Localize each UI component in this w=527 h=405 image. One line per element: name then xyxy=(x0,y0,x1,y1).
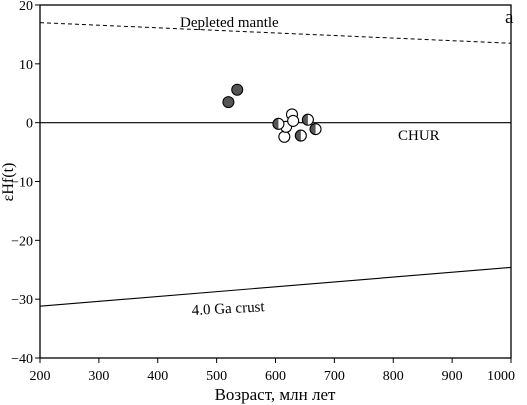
x-tick-label: 500 xyxy=(206,369,227,384)
x-tick-label: 200 xyxy=(30,369,51,384)
panel-label: a xyxy=(505,7,514,28)
x-tick-label: 600 xyxy=(265,369,286,384)
data-point-half-filled xyxy=(309,123,322,136)
y-tick-label: −20 xyxy=(11,234,33,249)
reference-lines: Depleted mantle CHUR 4.0 Ga crust xyxy=(39,15,512,319)
reference-line-label: Depleted mantle xyxy=(180,15,279,31)
reference-line xyxy=(39,266,512,307)
data-point-half-fill xyxy=(272,118,279,130)
y-axis-label: εHf(t) xyxy=(0,163,17,202)
data-point-half-filled xyxy=(301,113,314,126)
x-tick-label: 1000 xyxy=(487,369,515,384)
x-tick-label: 300 xyxy=(88,369,109,384)
data-point-half-fill xyxy=(302,114,308,126)
data-point-open xyxy=(278,130,291,143)
y-tick-label: −10 xyxy=(11,176,33,191)
data-point-half-outline xyxy=(294,129,307,142)
data-point-half-fill xyxy=(295,130,301,142)
y-tick-label: −40 xyxy=(11,352,33,367)
reference-line-label: CHUR xyxy=(398,128,440,144)
y-tick-label: 10 xyxy=(19,58,33,73)
plot-frame xyxy=(39,4,512,359)
x-tick-label: 800 xyxy=(383,369,404,384)
data-point-half-fill xyxy=(310,123,316,135)
y-tick-label: −30 xyxy=(11,293,33,308)
x-tick-label: 700 xyxy=(324,369,345,384)
chart-text: a Возраст, млн лет εHf(t) xyxy=(0,7,514,404)
axes: 200 300 400 500 600 700 800 900 1000 20 10 0 −10 −20 −… xyxy=(11,0,515,384)
reference-line xyxy=(39,22,512,44)
data-point-filled xyxy=(222,96,235,109)
y-tick-label: 0 xyxy=(26,117,33,132)
x-tick-label: 400 xyxy=(147,369,168,384)
x-tick-label: 900 xyxy=(442,369,463,384)
data-point-half-filled xyxy=(272,117,285,130)
data-point-half-outline xyxy=(272,117,285,130)
data-point-filled xyxy=(231,83,244,96)
data-point-half-outline xyxy=(301,113,314,126)
data-point-half-outline xyxy=(309,123,322,136)
reference-line-label: 4.0 Ga crust xyxy=(191,299,265,319)
data-point-half-filled xyxy=(294,129,307,142)
y-tick-label: 20 xyxy=(19,0,33,14)
data-point-open xyxy=(287,114,300,127)
data-points xyxy=(222,83,322,143)
x-axis-label: Возраст, млн лет xyxy=(215,385,336,404)
